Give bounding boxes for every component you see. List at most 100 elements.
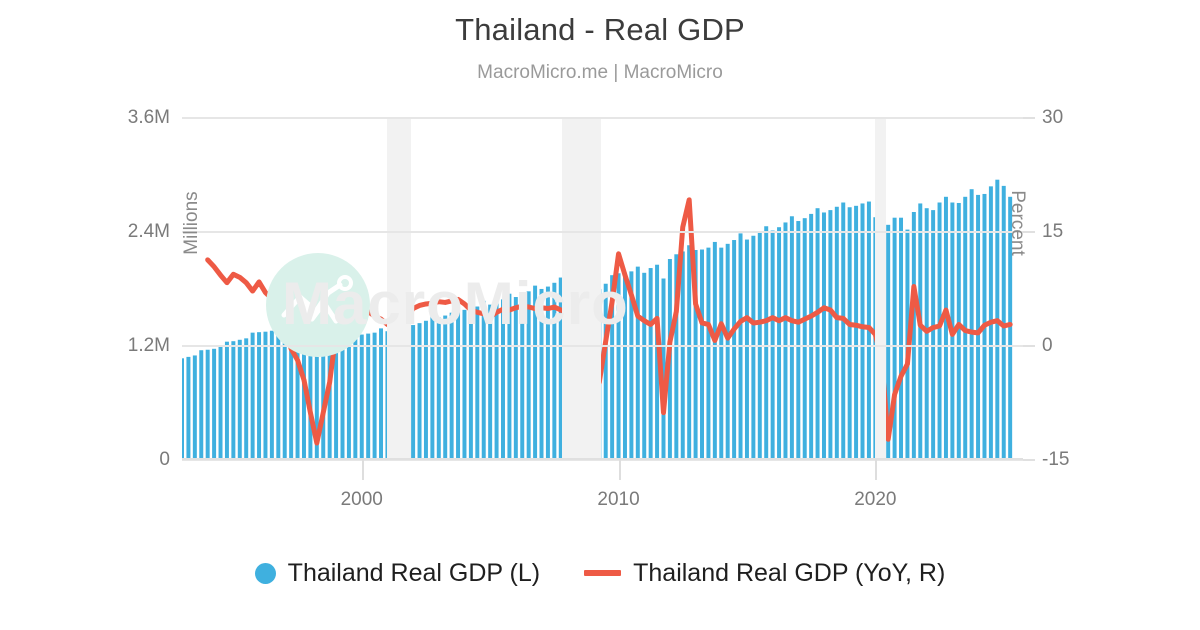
- y-axis-left-label: Millions: [181, 191, 202, 255]
- bar: [520, 294, 525, 459]
- bar: [443, 315, 448, 459]
- x-axis-tick-mark: [361, 459, 364, 480]
- recession-band: [562, 117, 601, 459]
- bar: [488, 304, 493, 459]
- y-axis-left-tick-label: 2.4M: [127, 221, 170, 242]
- x-axis-tick-label: 2020: [854, 489, 897, 510]
- bar: [257, 332, 262, 459]
- recession-band: [875, 117, 886, 459]
- y-axis-right-tick-mark: [1023, 345, 1035, 347]
- bar: [526, 291, 531, 459]
- bar: [244, 338, 249, 459]
- bar: [295, 335, 300, 459]
- y-axis-right-tick-label: 15: [1042, 221, 1064, 242]
- bar: [423, 320, 428, 459]
- bar: [501, 299, 505, 459]
- bar: [969, 189, 974, 459]
- bar: [552, 282, 557, 459]
- bar: [655, 264, 660, 459]
- bar: [475, 306, 480, 459]
- bar: [507, 293, 512, 459]
- bar: [468, 308, 473, 459]
- bar: [218, 346, 223, 459]
- x-axis-tick-mark: [875, 459, 878, 480]
- bar: [289, 332, 294, 459]
- bar: [815, 208, 820, 459]
- bar: [282, 329, 287, 459]
- bar: [680, 251, 685, 459]
- bar: [635, 266, 640, 459]
- bar: [250, 332, 255, 459]
- bar: [943, 196, 948, 459]
- y-axis-right-label: Percent: [1007, 190, 1028, 256]
- bar: [892, 217, 897, 459]
- bar: [976, 194, 981, 459]
- bar: [372, 332, 377, 459]
- x-axis-tick-label: 2010: [597, 489, 640, 510]
- page-subtitle: MacroMicro.me | MacroMicro: [477, 62, 723, 83]
- bar: [802, 218, 807, 459]
- bar: [937, 202, 942, 459]
- bar: [854, 205, 859, 459]
- bar: [224, 341, 229, 459]
- bar: [539, 288, 544, 459]
- bar: [513, 297, 518, 459]
- bar: [834, 206, 839, 459]
- bar: [462, 309, 467, 459]
- bar: [899, 217, 904, 459]
- bar: [764, 226, 769, 459]
- bar: [712, 241, 717, 459]
- x-axis-baseline: [182, 458, 1023, 460]
- bar: [558, 277, 563, 459]
- bar: [809, 213, 814, 459]
- bar: [706, 247, 711, 459]
- bar: [1001, 185, 1006, 459]
- gridline: [182, 117, 1023, 119]
- y-axis-right-tick-label: -15: [1042, 449, 1070, 470]
- bar: [379, 328, 384, 459]
- x-axis-tick-label: 2000: [340, 489, 383, 510]
- bar: [789, 216, 794, 459]
- y-axis-left-tick-label: 1.2M: [127, 335, 170, 356]
- legend-item-gdp[interactable]: Thailand Real GDP (L): [254, 558, 541, 588]
- bar: [744, 239, 749, 459]
- legend-label-gdp: Thailand Real GDP (L): [287, 558, 541, 587]
- bar: [353, 332, 358, 459]
- bar: [494, 302, 499, 459]
- bar: [661, 278, 666, 459]
- bar: [276, 326, 281, 459]
- legend-item-gdp-yoy[interactable]: Thailand Real GDP (YoY, R): [584, 559, 945, 588]
- bar: [841, 202, 846, 459]
- y-axis-right-tick-label: 0: [1042, 335, 1053, 356]
- bar: [346, 337, 351, 459]
- bar: [847, 207, 852, 459]
- y-axis-right-tick-mark: [1023, 459, 1035, 461]
- bar: [674, 254, 679, 459]
- bar: [783, 222, 788, 459]
- bar: [956, 202, 961, 459]
- gridline: [182, 345, 1023, 347]
- bar: [481, 300, 486, 459]
- bar: [327, 339, 332, 459]
- bar: [533, 285, 538, 459]
- bar: [642, 272, 647, 459]
- bar: [192, 355, 197, 459]
- bar: [648, 268, 653, 459]
- bar: [366, 333, 371, 459]
- bar: [603, 283, 608, 459]
- bar: [796, 221, 801, 459]
- bar: [545, 286, 550, 459]
- bar: [417, 323, 422, 459]
- gridline: [182, 459, 1023, 461]
- bar: [860, 203, 865, 459]
- legend-line-marker-icon: [584, 570, 622, 576]
- y-axis-left-tick-label: 3.6M: [127, 107, 170, 128]
- recession-band: [387, 117, 411, 459]
- bar: [199, 350, 204, 459]
- bar: [770, 230, 775, 459]
- y-axis-right-tick-mark: [1023, 117, 1035, 119]
- legend-label-gdp-yoy: Thailand Real GDP (YoY, R): [633, 558, 946, 587]
- x-axis-tick-mark: [618, 459, 621, 480]
- bar: [828, 210, 833, 459]
- bar: [359, 334, 364, 459]
